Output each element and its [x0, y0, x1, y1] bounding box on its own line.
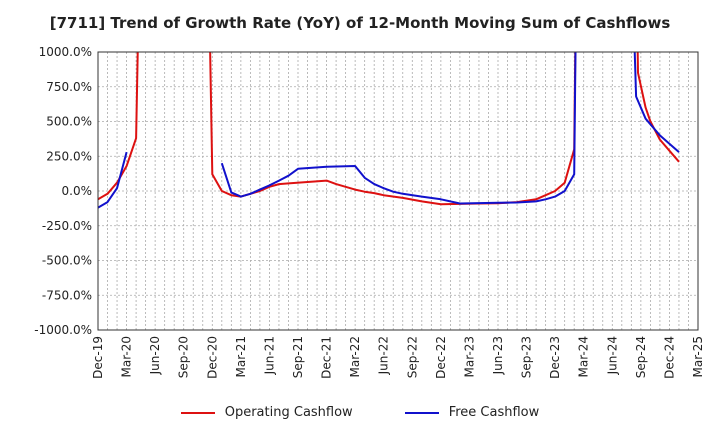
x-tick-label: Dec-22	[434, 336, 448, 379]
x-tick-label: Dec-19	[91, 336, 105, 379]
y-tick-label: -1000.0%	[34, 323, 92, 337]
legend: Operating Cashflow Free Cashflow	[0, 405, 720, 420]
legend-label-free: Free Cashflow	[448, 405, 540, 420]
x-tick-label: Mar-24	[577, 336, 591, 377]
y-tick-label: -250.0%	[42, 219, 92, 233]
legend-swatch-free	[404, 411, 439, 414]
y-tick-label: 0.0%	[62, 184, 93, 198]
x-tick-label: Mar-21	[234, 336, 248, 377]
x-tick-label: Mar-23	[462, 336, 476, 377]
legend-item-free: Free Cashflow	[404, 405, 540, 420]
y-tick-label: 250.0%	[46, 149, 92, 163]
x-tick-label: Sep-22	[405, 336, 419, 378]
x-tick-label: Sep-23	[520, 336, 534, 378]
x-tick-label: Dec-23	[548, 336, 562, 379]
x-tick-label: Jun-21	[262, 336, 276, 375]
y-tick-label: -500.0%	[42, 254, 92, 268]
plot-border	[97, 51, 699, 331]
y-tick-label: 1000.0%	[39, 45, 92, 59]
legend-swatch-operating	[180, 411, 215, 414]
x-tick-label: Sep-20	[177, 336, 191, 378]
legend-label-operating: Operating Cashflow	[224, 405, 353, 420]
x-tick-label: Mar-25	[691, 336, 705, 377]
x-tick-label: Jun-22	[377, 336, 391, 375]
x-tick-label: Sep-24	[634, 336, 648, 378]
y-tick-label: -750.0%	[42, 288, 92, 302]
x-tick-label: Dec-21	[320, 336, 334, 379]
x-tick-label: Dec-20	[205, 336, 219, 379]
x-tick-label: Dec-24	[662, 336, 676, 379]
x-tick-label: Jun-20	[148, 336, 162, 375]
x-tick-label: Sep-21	[291, 336, 305, 378]
chart-title: [7711] Trend of Growth Rate (YoY) of 12-…	[49, 14, 671, 32]
y-tick-label: 750.0%	[46, 80, 92, 94]
x-tick-label: Jun-23	[491, 336, 505, 375]
x-tick-label: Mar-20	[120, 336, 134, 377]
series-line-free-cashflow	[98, 52, 680, 209]
x-tick-label: Mar-22	[348, 336, 362, 377]
x-tick-label: Jun-24	[605, 336, 619, 375]
legend-item-operating: Operating Cashflow	[180, 405, 353, 420]
y-tick-label: 500.0%	[46, 115, 92, 129]
